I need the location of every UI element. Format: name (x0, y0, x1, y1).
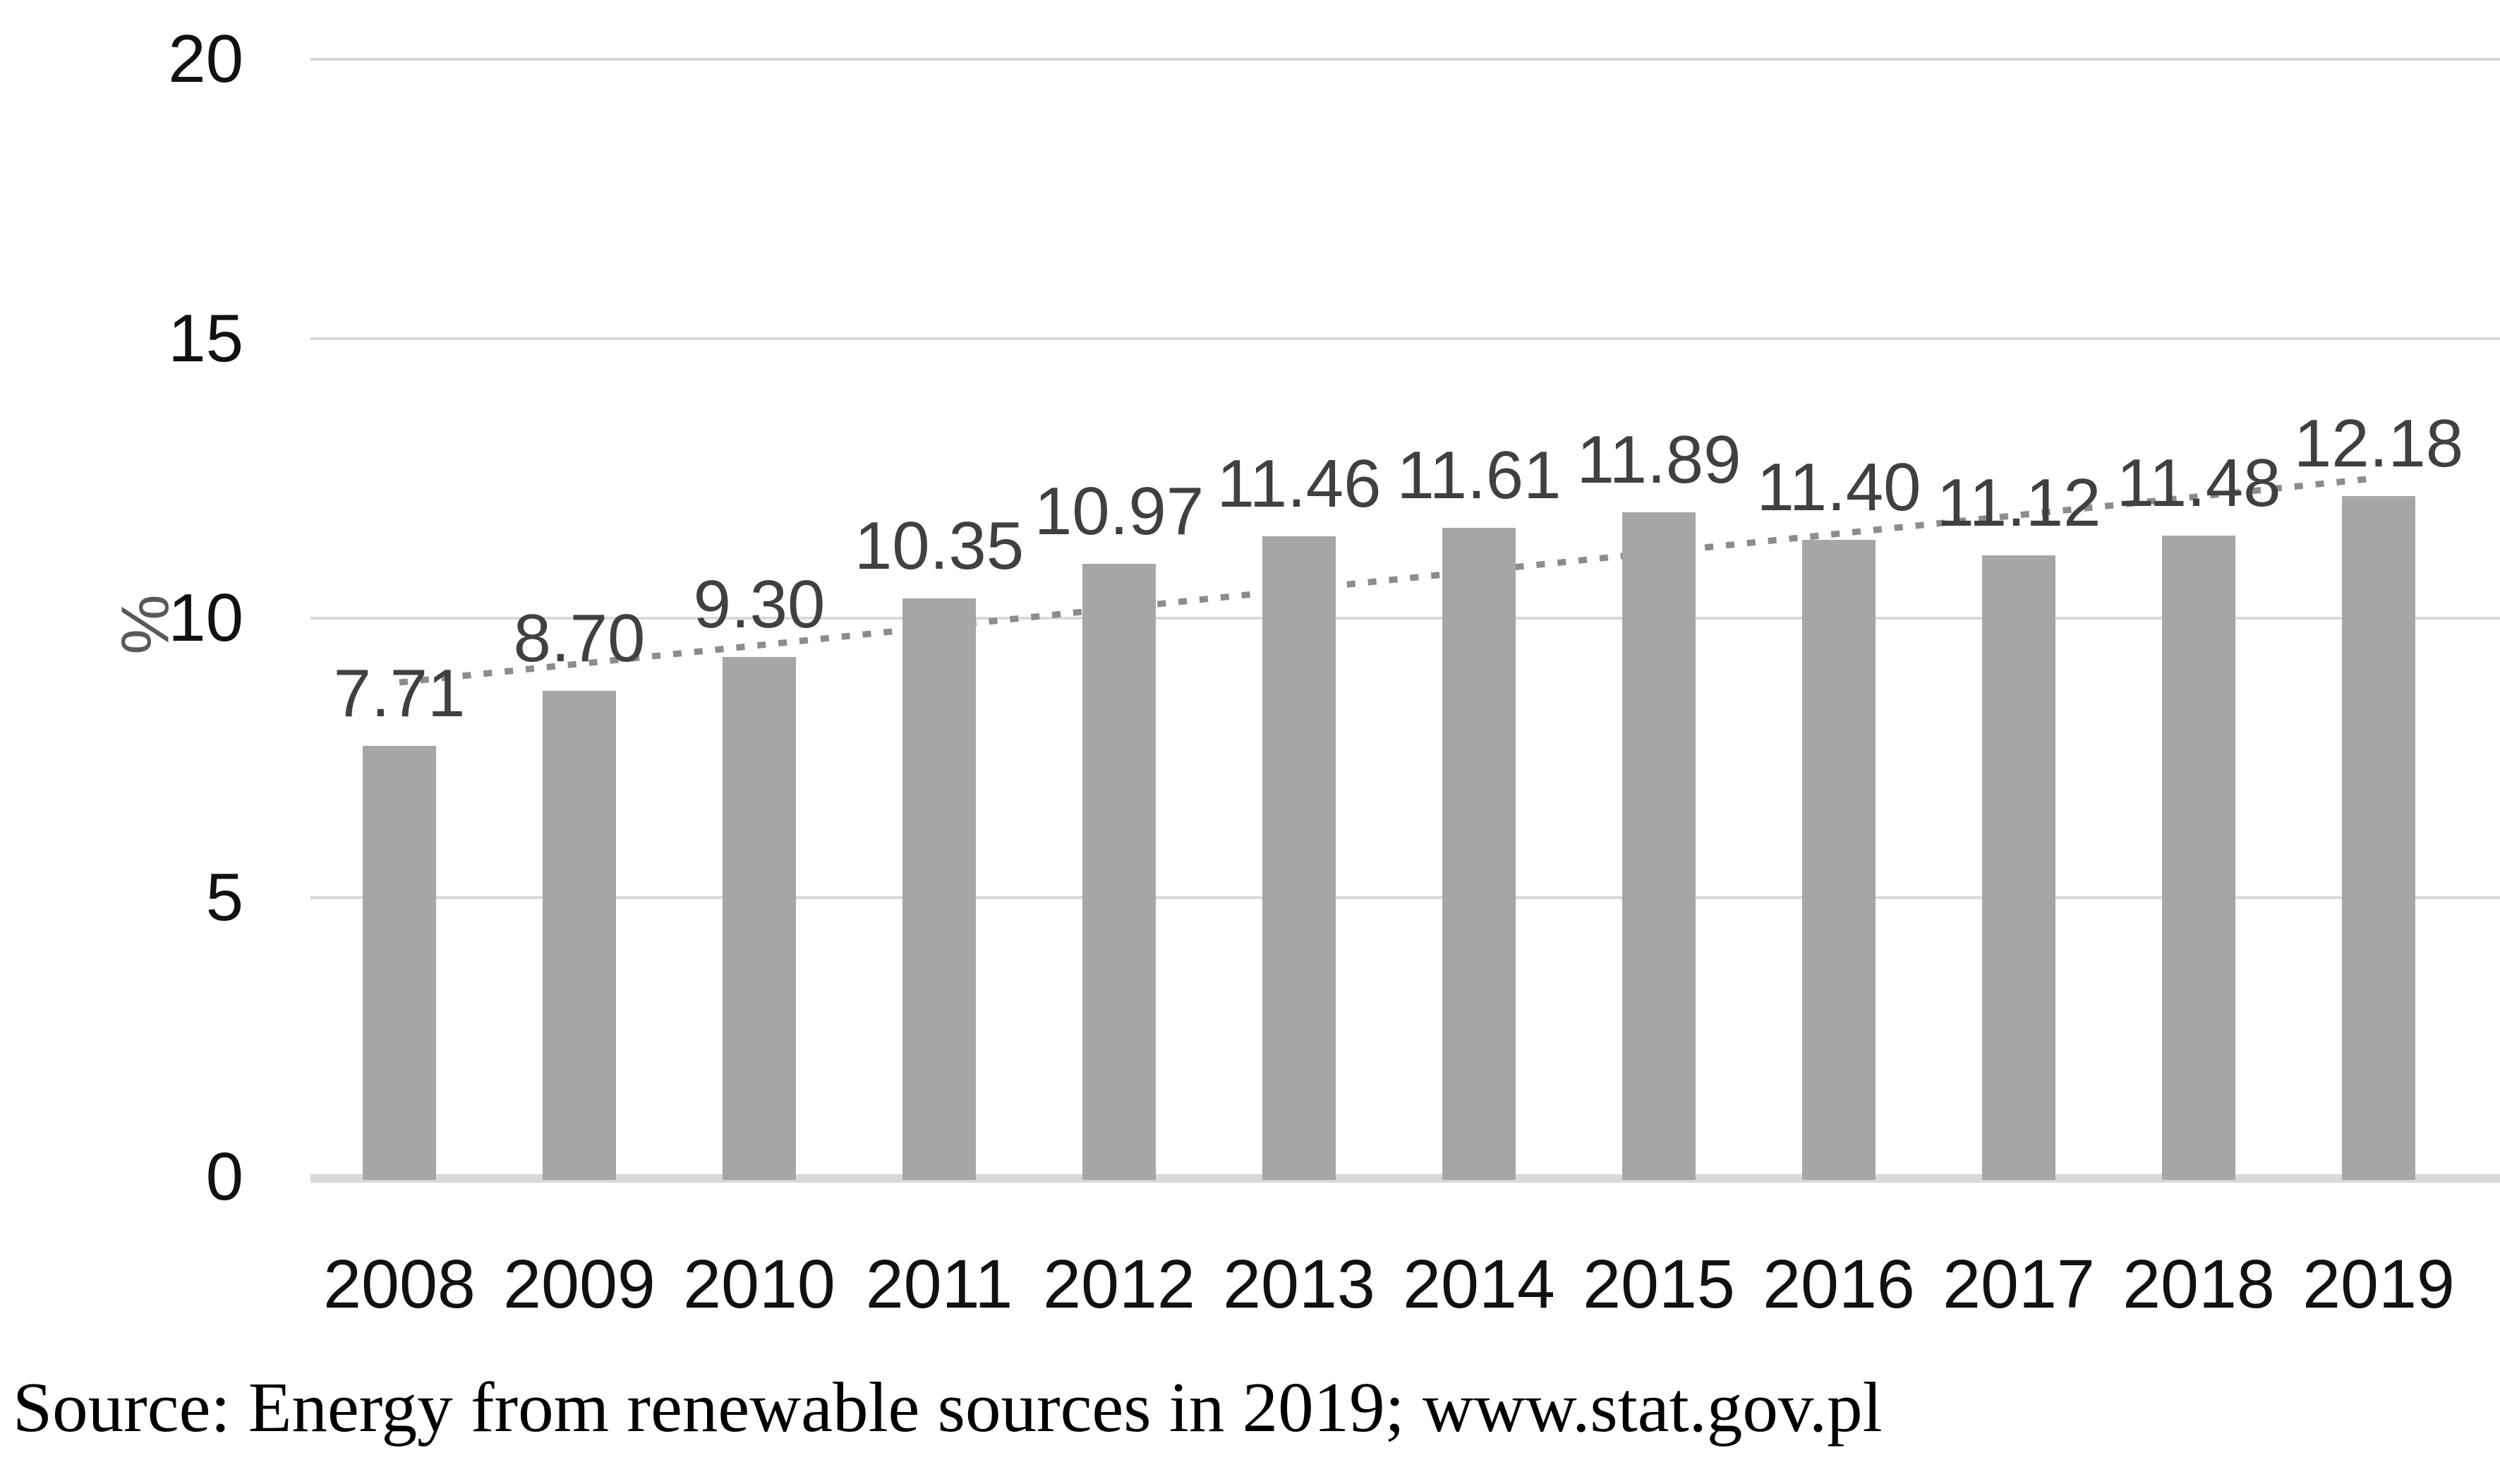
x-axis-label: 2015 (1583, 1245, 1735, 1322)
x-axis-label: 2014 (1403, 1245, 1555, 1322)
source-caption: Source: Energy from renewable sources in… (13, 1368, 1883, 1447)
bar-value-label: 11.40 (1756, 450, 1921, 526)
y-tick-label: 10 (168, 580, 243, 656)
bar-value-label: 11.61 (1396, 438, 1562, 514)
bar-value-label: 11.89 (1576, 422, 1741, 498)
bar-value-label: 9.30 (693, 567, 826, 643)
gridline (310, 337, 2500, 340)
x-axis-label: 2012 (1043, 1245, 1195, 1322)
bar-value-label: 11.48 (2116, 445, 2281, 521)
bar-2019 (2342, 496, 2415, 1180)
bar-value-label: 12.18 (2293, 406, 2464, 482)
bar-value-label: 11.46 (1216, 446, 1382, 522)
x-axis-label: 2018 (2122, 1245, 2275, 1322)
y-tick-label: 20 (168, 21, 243, 97)
gridline (310, 617, 2500, 620)
y-axis-title: % (107, 594, 183, 655)
bar-2014 (1442, 528, 1516, 1180)
bar-value-label: 11.12 (1936, 465, 2101, 541)
x-axis-label: 2016 (1763, 1245, 1915, 1322)
x-axis-line (310, 1174, 2500, 1183)
x-axis-label: 2011 (865, 1245, 1013, 1322)
gridline (310, 896, 2500, 899)
y-tick-label: 5 (205, 859, 243, 935)
bar-2017 (1982, 555, 2055, 1180)
bar-2009 (543, 690, 616, 1180)
x-axis-label: 2013 (1223, 1245, 1375, 1322)
y-tick-label: 0 (205, 1139, 243, 1214)
bar-value-label: 7.71 (333, 656, 466, 732)
bar-2016 (1802, 540, 1876, 1180)
bar-value-label: 10.35 (854, 508, 1025, 584)
x-axis-label: 2009 (503, 1245, 656, 1322)
x-axis-label: 2010 (683, 1245, 835, 1322)
x-axis-label: 2008 (323, 1245, 476, 1322)
x-axis-label: 2017 (1943, 1245, 2095, 1322)
bar-2012 (1082, 564, 1156, 1180)
bar-value-label: 8.70 (513, 600, 646, 676)
bar-2013 (1262, 536, 1336, 1180)
bar-value-label: 10.97 (1034, 473, 1204, 550)
bar-2010 (723, 657, 796, 1180)
bar-2018 (2162, 535, 2235, 1180)
bar-2008 (363, 746, 436, 1180)
y-tick-label: 15 (168, 301, 243, 376)
bar-2011 (902, 598, 976, 1180)
x-axis-label: 2019 (2302, 1245, 2455, 1322)
dotted-trendline (399, 474, 2379, 686)
gridline (310, 58, 2500, 61)
bar-2015 (1622, 512, 1696, 1180)
